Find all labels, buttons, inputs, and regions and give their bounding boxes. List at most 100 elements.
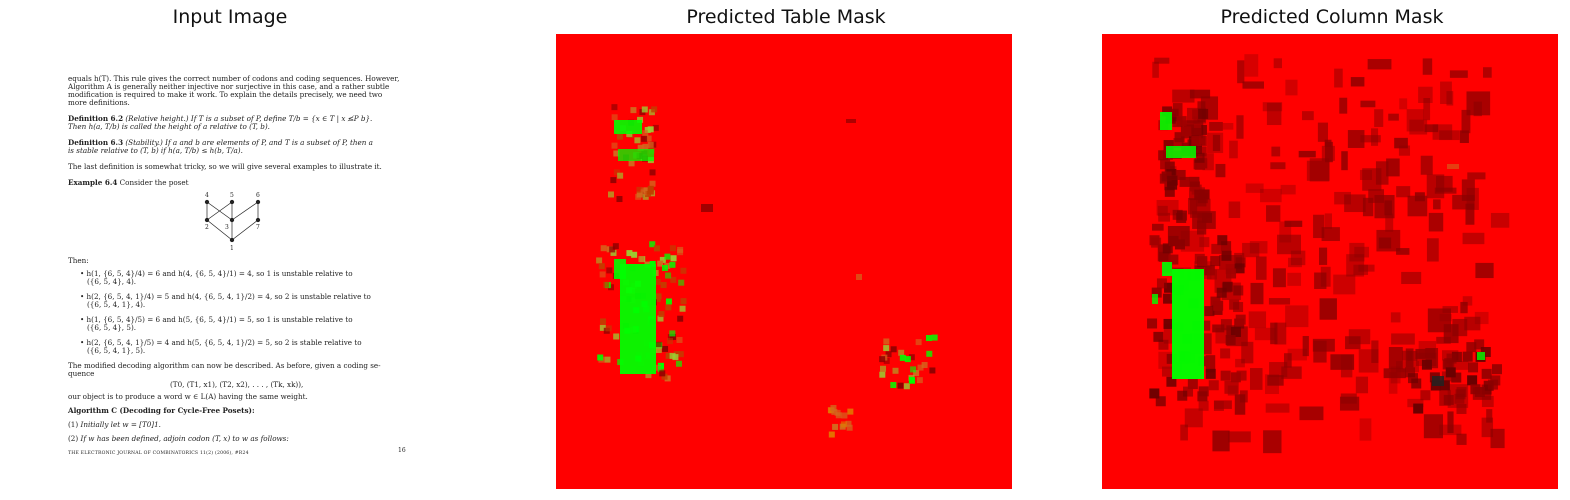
- mask-noise: [1359, 418, 1372, 441]
- mask-noise: [1394, 137, 1408, 149]
- doc-line: our object is to produce a word w ∈ L(A)…: [68, 392, 308, 401]
- mask-noise: [662, 345, 669, 352]
- mask-noise: [659, 256, 666, 263]
- mask-noise: [1163, 318, 1174, 329]
- mask-noise: [667, 338, 674, 345]
- mask-noise: [1166, 376, 1177, 387]
- mask-noise: [1407, 350, 1418, 361]
- mask-noise: [1421, 359, 1432, 370]
- definition-text: Then h(a, T/b) is called the height of a…: [68, 122, 270, 131]
- mask-noise: [1362, 168, 1382, 191]
- mask-noise: [665, 304, 672, 311]
- mask-noise: [1481, 417, 1494, 438]
- poset-diagram: 4 5 6 2 3 7 1: [204, 192, 261, 252]
- mask-noise: [913, 370, 920, 377]
- mask-noise: [1420, 390, 1431, 401]
- mask-noise: [1272, 268, 1286, 288]
- mask-noise: [1198, 400, 1209, 411]
- mask-noise: [1199, 237, 1210, 248]
- mask-noise: [676, 336, 683, 343]
- mask-noise: [610, 249, 617, 256]
- mask-noise: [1418, 86, 1433, 103]
- mask-noise: [637, 144, 644, 151]
- mask-noise: [1350, 77, 1365, 87]
- mask-noise: [1490, 212, 1510, 228]
- mask-noise: [1162, 106, 1173, 117]
- mask-noise: [1473, 101, 1482, 117]
- mask-noise: [647, 126, 654, 133]
- mask-noise: [1180, 424, 1188, 441]
- mask-noise: [1183, 386, 1194, 397]
- mask-noise: [1424, 124, 1439, 133]
- mask-noise: [1401, 271, 1422, 285]
- table-region: [614, 259, 626, 279]
- mask-noise: [609, 246, 616, 253]
- mask-noise: [1239, 390, 1248, 403]
- mask-noise: [1411, 378, 1422, 389]
- mask-noise: [1444, 358, 1455, 369]
- mask-noise: [1468, 362, 1479, 373]
- mask-noise: [641, 106, 648, 113]
- mask-noise: [1340, 393, 1357, 404]
- mask-noise: [657, 366, 664, 373]
- mask-noise: [1198, 108, 1209, 119]
- mask-noise: [1220, 370, 1231, 381]
- mask-noise: [634, 137, 641, 144]
- mask-noise: [847, 408, 854, 415]
- mask-noise: [1355, 376, 1369, 394]
- mask-noise: [1436, 175, 1453, 192]
- document-page: equals h(T). This rule gives the correct…: [5, 34, 461, 489]
- mask-noise: [1341, 151, 1348, 171]
- bullet-item-cont: ({6, 5, 4, 1}, 5).: [87, 346, 146, 355]
- mask-noise: [1228, 201, 1241, 219]
- mask-noise: [1167, 175, 1178, 186]
- mask-noise: [1237, 60, 1245, 84]
- doc-line: quence: [68, 369, 95, 378]
- mask-noise: [662, 264, 669, 271]
- mask-noise: [1187, 379, 1198, 390]
- mask-noise: [1451, 351, 1462, 362]
- mask-noise: [649, 169, 656, 176]
- mask-noise: [677, 351, 684, 358]
- mask-noise: [1321, 227, 1340, 242]
- mask-noise: [890, 382, 897, 389]
- mask-noise: [603, 281, 610, 288]
- column-region: [1162, 262, 1172, 276]
- mask-noise: [1481, 368, 1492, 379]
- mask-noise: [657, 260, 664, 267]
- mask-noise: [1152, 61, 1159, 78]
- poset-label: 2: [205, 224, 209, 231]
- mask-noise: [1374, 109, 1384, 127]
- mask-noise: [1204, 306, 1215, 317]
- mask-noise: [915, 339, 922, 346]
- doc-line: modification is required to make it work…: [68, 90, 383, 99]
- panel-title-column-mask: Predicted Column Mask: [1220, 6, 1444, 28]
- doc-line: Algorithm A is generally neither injecti…: [68, 82, 390, 91]
- mask-noise: [1443, 394, 1454, 405]
- mask-noise: [680, 298, 687, 305]
- mask-noise: [643, 187, 650, 194]
- mask-noise: [1321, 145, 1335, 161]
- mask-noise: [1196, 220, 1207, 235]
- mask-noise: [1245, 183, 1264, 193]
- mask-noise: [611, 142, 618, 149]
- mask-noise: [1447, 411, 1454, 434]
- mask-noise: [1324, 213, 1333, 229]
- mask-noise: [1230, 326, 1241, 337]
- mask-noise: [1360, 135, 1381, 143]
- mask-noise: [1333, 274, 1356, 295]
- mask-noise: [1209, 121, 1223, 131]
- mask-noise: [665, 298, 672, 305]
- mask-noise: [635, 193, 642, 200]
- mask-noise: [1390, 366, 1401, 384]
- mask-noise: [1317, 122, 1328, 142]
- mask-noise: [616, 133, 623, 140]
- doc-line: Definition 6.3 (Stability.) If a and b a…: [68, 138, 373, 147]
- table-mask-panel: Predicted Table Mask: [556, 0, 1016, 500]
- mask-noise: [1172, 209, 1183, 220]
- mask-noise: [1215, 163, 1226, 178]
- mask-noise: [1260, 188, 1282, 203]
- mask-noise: [1383, 368, 1406, 379]
- mask-noise: [628, 160, 635, 167]
- mask-noise: [1386, 158, 1400, 177]
